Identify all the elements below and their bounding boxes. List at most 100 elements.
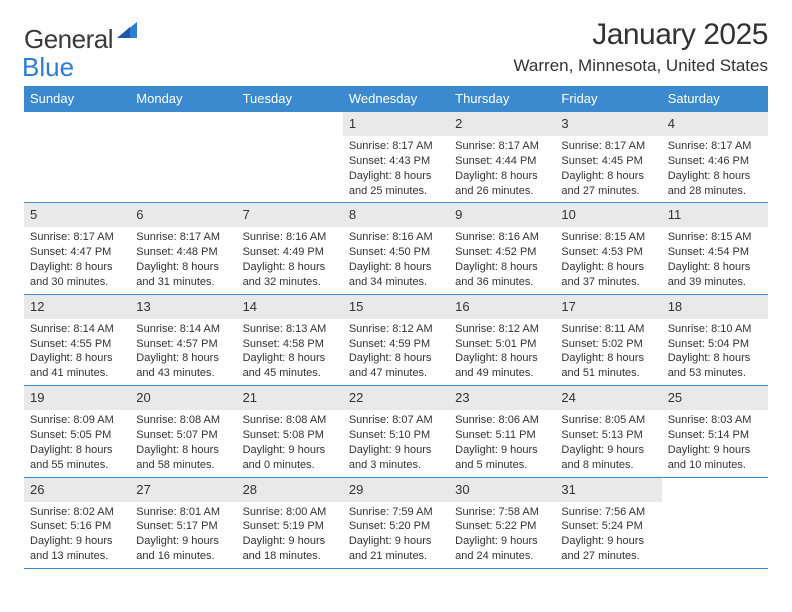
day-details: Sunrise: 8:17 AMSunset: 4:46 PMDaylight:…: [662, 136, 768, 202]
calendar-day-cell: 17 Sunrise: 8:11 AMSunset: 5:02 PMDayligh…: [555, 294, 661, 385]
day-details: Sunrise: 8:16 AMSunset: 4:52 PMDaylight:…: [449, 227, 555, 293]
day-details: Sunrise: 7:58 AMSunset: 5:22 PMDaylight:…: [449, 502, 555, 568]
calendar-day-cell: 12 Sunrise: 8:14 AMSunset: 4:55 PMDayligh…: [24, 294, 130, 385]
day-details: Sunrise: 8:16 AMSunset: 4:49 PMDaylight:…: [237, 227, 343, 293]
calendar-day-cell: 19Sunrise: 8:09 AMSunset: 5:05 PMDayligh…: [24, 386, 130, 477]
day-header: Friday: [555, 86, 661, 112]
day-number: 29: [349, 482, 363, 497]
day-number: 12: [30, 299, 44, 314]
day-header: Sunday: [24, 86, 130, 112]
calendar-week-row: 5Sunrise: 8:17 AMSunset: 4:47 PMDaylight…: [24, 203, 768, 294]
day-details: Sunrise: 8:15 AMSunset: 4:53 PMDaylight:…: [555, 227, 661, 293]
day-header: Monday: [130, 86, 236, 112]
calendar-day-cell: 30 Sunrise: 7:58 AMSunset: 5:22 PMDayligh…: [449, 477, 555, 568]
calendar-day-cell: 26 Sunrise: 8:02 AMSunset: 5:16 PMDayligh…: [24, 477, 130, 568]
calendar-day-cell: 25 Sunrise: 8:03 AMSunset: 5:14 PMDayligh…: [662, 386, 768, 477]
calendar-day-cell: [237, 112, 343, 203]
day-details: Sunrise: 8:01 AMSunset: 5:17 PMDaylight:…: [130, 502, 236, 568]
calendar-day-cell: 5Sunrise: 8:17 AMSunset: 4:47 PMDaylight…: [24, 203, 130, 294]
day-number: 6: [136, 207, 143, 222]
day-details: Sunrise: 8:14 AMSunset: 4:57 PMDaylight:…: [130, 319, 236, 385]
day-number: 13: [136, 299, 150, 314]
calendar-day-cell: 28 Sunrise: 8:00 AMSunset: 5:19 PMDayligh…: [237, 477, 343, 568]
logo-word-1: General: [24, 24, 113, 55]
day-details: Sunrise: 8:08 AMSunset: 5:07 PMDaylight:…: [130, 410, 236, 476]
calendar-week-row: 26 Sunrise: 8:02 AMSunset: 5:16 PMDayligh…: [24, 477, 768, 568]
calendar-day-cell: 11 Sunrise: 8:15 AMSunset: 4:54 PMDayligh…: [662, 203, 768, 294]
day-number: 11: [668, 207, 682, 222]
day-details: Sunrise: 8:13 AMSunset: 4:58 PMDaylight:…: [237, 319, 343, 385]
day-number: 30: [455, 482, 469, 497]
day-number: 25: [668, 390, 682, 405]
day-number: 15: [349, 299, 363, 314]
calendar-day-cell: 7 Sunrise: 8:16 AMSunset: 4:49 PMDaylight…: [237, 203, 343, 294]
calendar-day-cell: [24, 112, 130, 203]
calendar-grid: Sunday Monday Tuesday Wednesday Thursday…: [24, 86, 768, 569]
day-details: Sunrise: 8:17 AMSunset: 4:43 PMDaylight:…: [343, 136, 449, 202]
calendar-day-cell: 24Sunrise: 8:05 AMSunset: 5:13 PMDayligh…: [555, 386, 661, 477]
day-header: Wednesday: [343, 86, 449, 112]
day-details: Sunrise: 8:07 AMSunset: 5:10 PMDaylight:…: [343, 410, 449, 476]
day-header: Saturday: [662, 86, 768, 112]
day-details: Sunrise: 8:12 AMSunset: 4:59 PMDaylight:…: [343, 319, 449, 385]
calendar-day-cell: 21 Sunrise: 8:08 AMSunset: 5:08 PMDayligh…: [237, 386, 343, 477]
location: Warren, Minnesota, United States: [514, 56, 769, 76]
calendar-day-cell: 27 Sunrise: 8:01 AMSunset: 5:17 PMDayligh…: [130, 477, 236, 568]
day-number: 19: [30, 390, 44, 405]
calendar-page: General January 2025 Warren, Minnesota, …: [0, 0, 792, 581]
day-details: Sunrise: 8:05 AMSunset: 5:13 PMDaylight:…: [555, 410, 661, 476]
calendar-week-row: 19Sunrise: 8:09 AMSunset: 5:05 PMDayligh…: [24, 386, 768, 477]
calendar-day-cell: 22Sunrise: 8:07 AMSunset: 5:10 PMDayligh…: [343, 386, 449, 477]
day-number: 7: [243, 207, 250, 222]
calendar-day-cell: 3Sunrise: 8:17 AMSunset: 4:45 PMDaylight…: [555, 112, 661, 203]
logo: General: [24, 18, 139, 55]
day-number: 20: [136, 390, 150, 405]
header: General January 2025 Warren, Minnesota, …: [24, 18, 768, 76]
day-number: 18: [668, 299, 682, 314]
day-details: Sunrise: 8:12 AMSunset: 5:01 PMDaylight:…: [449, 319, 555, 385]
day-details: Sunrise: 8:17 AMSunset: 4:45 PMDaylight:…: [555, 136, 661, 202]
calendar-day-cell: 10Sunrise: 8:15 AMSunset: 4:53 PMDayligh…: [555, 203, 661, 294]
month-title: January 2025: [514, 18, 769, 52]
day-details: Sunrise: 8:11 AMSunset: 5:02 PMDaylight:…: [555, 319, 661, 385]
calendar-day-cell: 1Sunrise: 8:17 AMSunset: 4:43 PMDaylight…: [343, 112, 449, 203]
day-number: 31: [561, 482, 575, 497]
day-number: 28: [243, 482, 257, 497]
day-details: Sunrise: 7:59 AMSunset: 5:20 PMDaylight:…: [343, 502, 449, 568]
day-number: 23: [455, 390, 469, 405]
calendar-day-cell: 8 Sunrise: 8:16 AMSunset: 4:50 PMDaylight…: [343, 203, 449, 294]
day-details: Sunrise: 8:16 AMSunset: 4:50 PMDaylight:…: [343, 227, 449, 293]
calendar-week-row: 12 Sunrise: 8:14 AMSunset: 4:55 PMDayligh…: [24, 294, 768, 385]
calendar-day-cell: [662, 477, 768, 568]
calendar-day-cell: 9Sunrise: 8:16 AMSunset: 4:52 PMDaylight…: [449, 203, 555, 294]
day-header-row: Sunday Monday Tuesday Wednesday Thursday…: [24, 86, 768, 112]
calendar-week-row: 1Sunrise: 8:17 AMSunset: 4:43 PMDaylight…: [24, 112, 768, 203]
calendar-day-cell: 16Sunrise: 8:12 AMSunset: 5:01 PMDayligh…: [449, 294, 555, 385]
day-details: Sunrise: 8:10 AMSunset: 5:04 PMDaylight:…: [662, 319, 768, 385]
calendar-day-cell: 31Sunrise: 7:56 AMSunset: 5:24 PMDayligh…: [555, 477, 661, 568]
day-details: Sunrise: 8:15 AMSunset: 4:54 PMDaylight:…: [662, 227, 768, 293]
calendar-day-cell: 4 Sunrise: 8:17 AMSunset: 4:46 PMDaylight…: [662, 112, 768, 203]
calendar-day-cell: 15 Sunrise: 8:12 AMSunset: 4:59 PMDayligh…: [343, 294, 449, 385]
calendar-day-cell: 2Sunrise: 8:17 AMSunset: 4:44 PMDaylight…: [449, 112, 555, 203]
day-details: Sunrise: 8:00 AMSunset: 5:19 PMDaylight:…: [237, 502, 343, 568]
day-number: 27: [136, 482, 150, 497]
day-details: Sunrise: 8:17 AMSunset: 4:48 PMDaylight:…: [130, 227, 236, 293]
day-number: 21: [243, 390, 257, 405]
day-number: 17: [561, 299, 575, 314]
day-number: 4: [668, 116, 675, 131]
day-number: 8: [349, 207, 356, 222]
day-number: 2: [455, 116, 462, 131]
day-details: Sunrise: 8:02 AMSunset: 5:16 PMDaylight:…: [24, 502, 130, 568]
day-details: Sunrise: 8:08 AMSunset: 5:08 PMDaylight:…: [237, 410, 343, 476]
calendar-day-cell: 6 Sunrise: 8:17 AMSunset: 4:48 PMDaylight…: [130, 203, 236, 294]
calendar-day-cell: 13 Sunrise: 8:14 AMSunset: 4:57 PMDayligh…: [130, 294, 236, 385]
day-number: 26: [30, 482, 44, 497]
calendar-day-cell: 20 Sunrise: 8:08 AMSunset: 5:07 PMDayligh…: [130, 386, 236, 477]
day-details: Sunrise: 8:14 AMSunset: 4:55 PMDaylight:…: [24, 319, 130, 385]
logo-word-2: Blue: [22, 52, 74, 82]
day-number: 14: [243, 299, 257, 314]
calendar-day-cell: [130, 112, 236, 203]
day-details: Sunrise: 8:06 AMSunset: 5:11 PMDaylight:…: [449, 410, 555, 476]
day-details: Sunrise: 8:03 AMSunset: 5:14 PMDaylight:…: [662, 410, 768, 476]
